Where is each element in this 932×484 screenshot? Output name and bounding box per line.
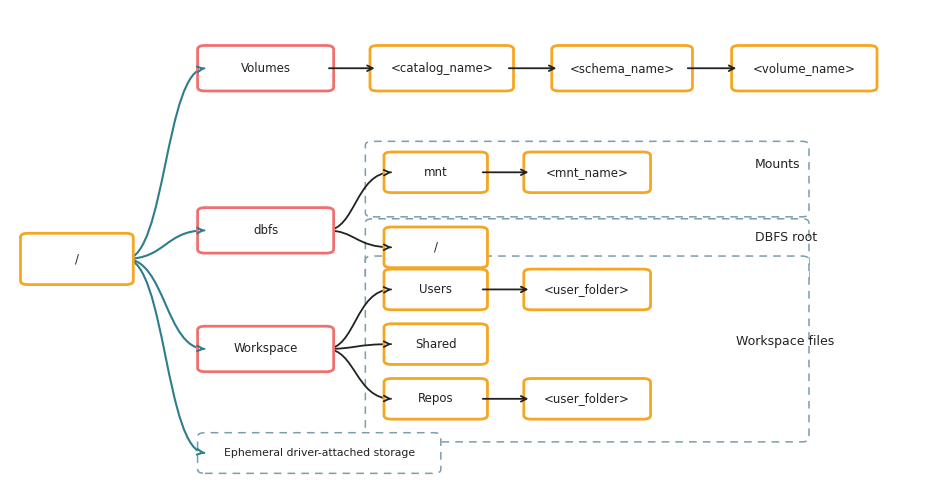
FancyBboxPatch shape [384, 378, 487, 419]
FancyBboxPatch shape [524, 269, 651, 310]
Text: <schema_name>: <schema_name> [569, 62, 675, 75]
FancyBboxPatch shape [21, 233, 133, 285]
FancyBboxPatch shape [365, 141, 809, 217]
FancyBboxPatch shape [198, 326, 334, 372]
FancyBboxPatch shape [198, 208, 334, 253]
Text: Shared: Shared [415, 338, 457, 350]
FancyBboxPatch shape [552, 45, 692, 91]
Text: <user_folder>: <user_folder> [544, 283, 630, 296]
Text: /: / [433, 241, 438, 254]
Text: DBFS root: DBFS root [755, 231, 817, 243]
FancyBboxPatch shape [384, 324, 487, 364]
Text: Users: Users [419, 283, 452, 296]
Text: Workspace: Workspace [233, 343, 298, 355]
FancyBboxPatch shape [365, 256, 809, 442]
Text: /: / [75, 253, 79, 265]
FancyBboxPatch shape [732, 45, 877, 91]
Text: mnt: mnt [424, 166, 447, 179]
FancyBboxPatch shape [198, 45, 334, 91]
Text: <user_folder>: <user_folder> [544, 393, 630, 405]
FancyBboxPatch shape [524, 378, 651, 419]
Text: <volume_name>: <volume_name> [753, 62, 856, 75]
FancyBboxPatch shape [384, 269, 487, 310]
FancyBboxPatch shape [384, 152, 487, 193]
Text: <catalog_name>: <catalog_name> [391, 62, 493, 75]
Text: Workspace files: Workspace files [736, 335, 834, 348]
FancyBboxPatch shape [524, 152, 651, 193]
Text: Ephemeral driver-attached storage: Ephemeral driver-attached storage [224, 448, 415, 458]
Text: dbfs: dbfs [253, 224, 279, 237]
FancyBboxPatch shape [365, 219, 809, 285]
FancyBboxPatch shape [384, 227, 487, 268]
Text: Mounts: Mounts [755, 158, 801, 171]
Text: Volumes: Volumes [240, 62, 291, 75]
Text: <mnt_name>: <mnt_name> [546, 166, 628, 179]
FancyBboxPatch shape [370, 45, 514, 91]
Text: Repos: Repos [418, 393, 454, 405]
FancyBboxPatch shape [198, 433, 441, 473]
